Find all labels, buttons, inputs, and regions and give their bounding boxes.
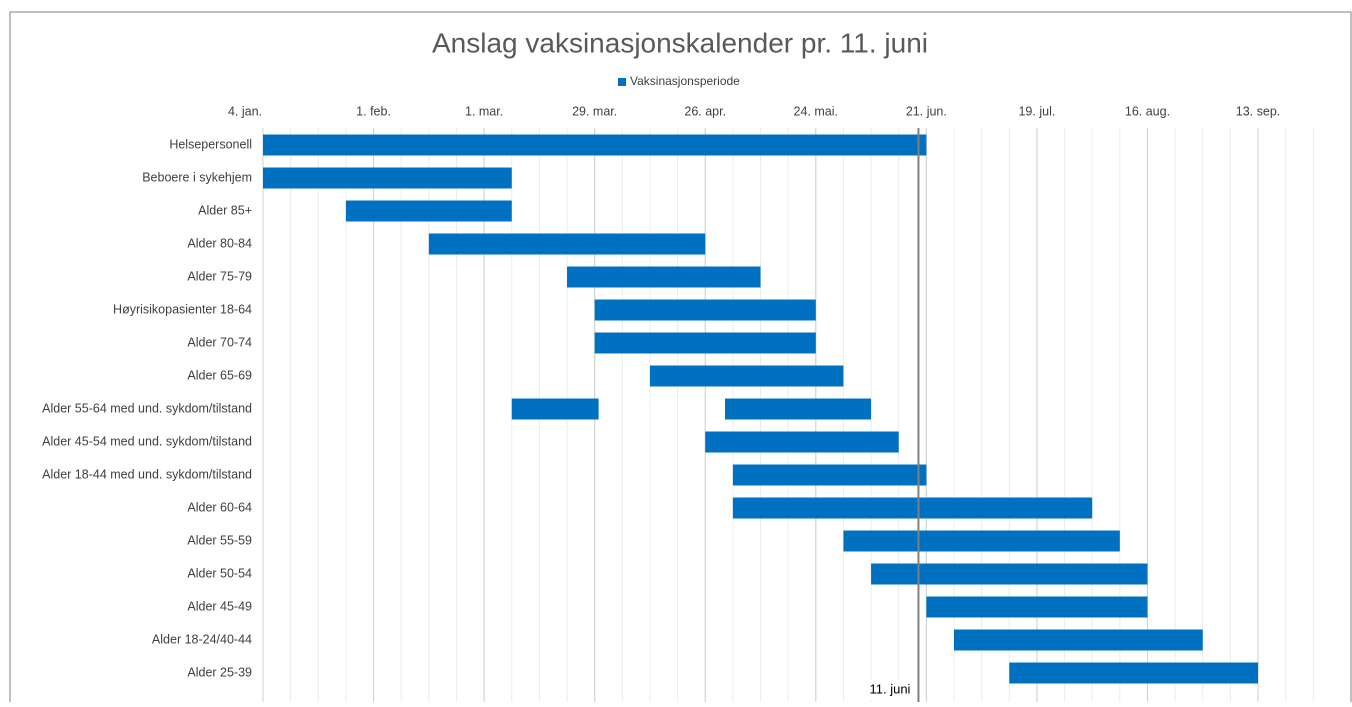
y-tick-label: Alder 80-84 [187, 236, 252, 250]
x-tick-label: 1. mar. [465, 104, 503, 118]
legend-swatch [618, 78, 626, 86]
y-tick-label: Alder 65-69 [187, 368, 252, 382]
y-tick-label: Alder 70-74 [187, 335, 252, 349]
bar [567, 266, 761, 288]
y-tick-label: Beboere i sykehjem [142, 170, 252, 184]
x-tick-label: 4. jan. [228, 104, 262, 118]
x-tick-label: 26. apr. [684, 104, 726, 118]
y-tick-label: Alder 55-59 [187, 533, 252, 547]
bar [263, 134, 927, 156]
y-tick-label: Alder 18-24/40-44 [152, 632, 252, 646]
bar [732, 497, 1093, 519]
bar [724, 398, 872, 420]
bar [953, 629, 1203, 651]
y-tick-label: Alder 25-39 [187, 665, 252, 679]
y-tick-label: Alder 60-64 [187, 500, 252, 514]
x-tick-label: 21. jun. [906, 104, 947, 118]
y-tick-label: Helsepersonell [169, 137, 252, 151]
bar [594, 299, 816, 321]
bar [926, 596, 1148, 618]
legend-label: Vaksinasjonsperiode [630, 74, 740, 88]
chart-title: Anslag vaksinasjonskalender pr. 11. juni [432, 27, 928, 58]
annotation-label: 11. juni [869, 681, 910, 696]
bar [649, 365, 844, 387]
bar [345, 200, 512, 222]
x-tick-label: 13. sep. [1236, 104, 1280, 118]
y-tick-label: Alder 85+ [198, 203, 252, 217]
y-tick-label: Alder 75-79 [187, 269, 252, 283]
x-tick-label: 16. aug. [1125, 104, 1170, 118]
y-tick-label: Alder 55-64 med und. sykdom/tilstand [42, 401, 252, 415]
annotation-bg [854, 680, 915, 700]
x-tick-label: 24. mai. [794, 104, 838, 118]
bar [594, 332, 816, 354]
chart-frame [9, 11, 1352, 707]
x-tick-label: 1. feb. [356, 104, 391, 118]
bar [705, 431, 899, 453]
bar [1009, 662, 1259, 684]
bar [511, 398, 599, 420]
bar [871, 563, 1148, 585]
y-tick-label: Alder 50-54 [187, 566, 252, 580]
y-tick-label: Høyrisikopasienter 18-64 [113, 302, 252, 316]
y-tick-label: Alder 45-49 [187, 599, 252, 613]
y-tick-label: Alder 45-54 med und. sykdom/tilstand [42, 434, 252, 448]
bar [843, 530, 1120, 552]
x-tick-label: 19. jul. [1018, 104, 1055, 118]
bar [263, 167, 512, 189]
bar [428, 233, 706, 255]
bar [732, 464, 927, 486]
x-tick-label: 29. mar. [572, 104, 617, 118]
y-tick-label: Alder 18-44 med und. sykdom/tilstand [42, 467, 252, 481]
